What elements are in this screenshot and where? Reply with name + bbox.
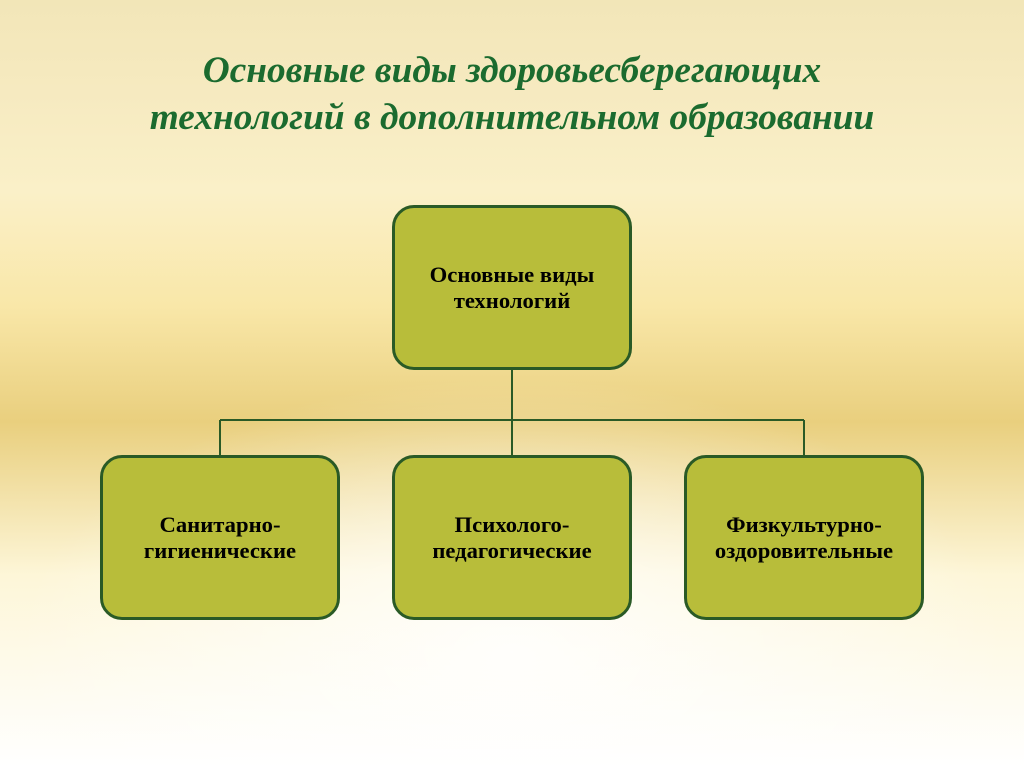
label-line: Физкультурно- — [726, 512, 882, 537]
tree-child-label: Психолого- педагогические — [432, 512, 591, 564]
label-line: технологий — [454, 288, 571, 313]
tree-child-label: Санитарно- гигиенические — [144, 512, 296, 564]
tree-child-node: Психолого- педагогические — [392, 455, 632, 620]
label-line: Психолого- — [455, 512, 570, 537]
label-line: педагогические — [432, 538, 591, 563]
label-line: Основные виды — [430, 262, 595, 287]
label-line: гигиенические — [144, 538, 296, 563]
tree-child-label: Физкультурно- оздоровительные — [715, 512, 893, 564]
label-line: Санитарно- — [159, 512, 280, 537]
tree-child-node: Физкультурно- оздоровительные — [684, 455, 924, 620]
slide-title: Основные виды здоровьесберегающих технол… — [0, 48, 1024, 141]
tree-root-label: Основные виды технологий — [430, 262, 595, 314]
slide: Основные виды здоровьесберегающих технол… — [0, 0, 1024, 767]
label-line: оздоровительные — [715, 538, 893, 563]
title-line-1: Основные виды здоровьесберегающих — [203, 50, 821, 91]
title-line-2: технологий в дополнительном образовании — [150, 97, 874, 138]
tree-child-node: Санитарно- гигиенические — [100, 455, 340, 620]
tree-root-node: Основные виды технологий — [392, 205, 632, 370]
